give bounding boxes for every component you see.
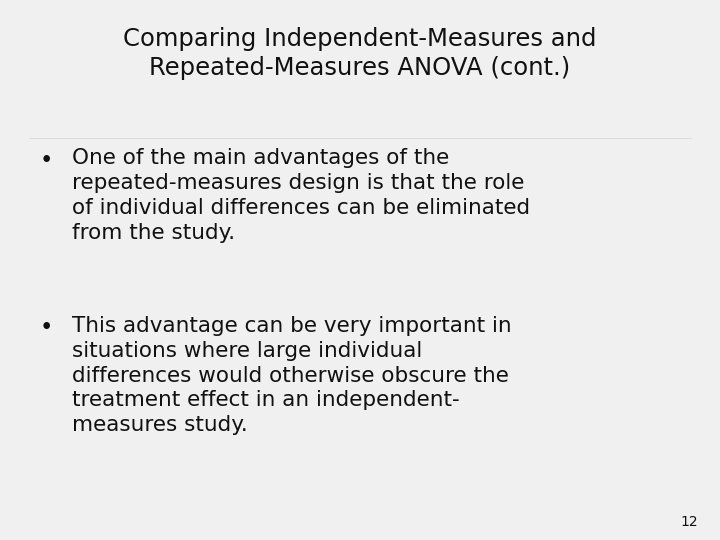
Text: 12: 12 [681,515,698,529]
Text: This advantage can be very important in
situations where large individual
differ: This advantage can be very important in … [72,316,512,435]
Text: •: • [40,316,53,339]
Text: Comparing Independent-Measures and
Repeated-Measures ANOVA (cont.): Comparing Independent-Measures and Repea… [123,27,597,80]
Text: One of the main advantages of the
repeated-measures design is that the role
of i: One of the main advantages of the repeat… [72,148,530,243]
Text: •: • [40,148,53,172]
